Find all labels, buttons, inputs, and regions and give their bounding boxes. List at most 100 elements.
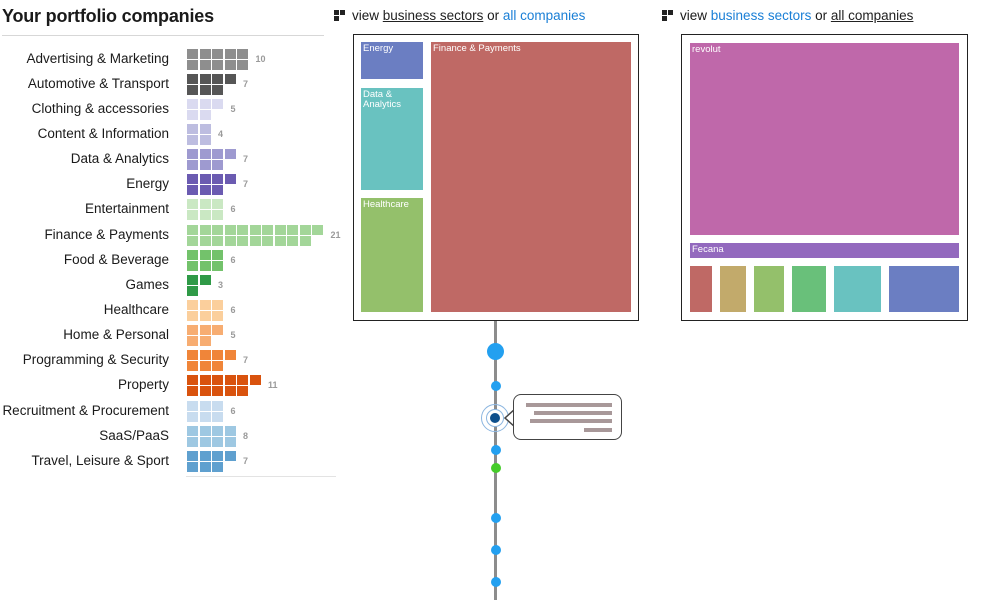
company-square[interactable] [187, 361, 198, 371]
company-square[interactable] [212, 174, 223, 184]
company-square[interactable] [262, 225, 273, 235]
company-square[interactable] [187, 286, 198, 296]
timeline-dot[interactable] [491, 445, 501, 455]
company-square[interactable] [199, 261, 211, 271]
company-square[interactable] [187, 311, 198, 321]
company-square[interactable] [224, 174, 236, 184]
company-square[interactable] [187, 236, 198, 246]
tile-company-5[interactable] [754, 266, 784, 312]
company-square[interactable] [224, 225, 236, 235]
company-square[interactable] [299, 225, 311, 235]
company-square[interactable] [187, 375, 198, 385]
company-square[interactable] [187, 60, 198, 70]
company-square[interactable] [187, 85, 198, 95]
company-square[interactable] [274, 236, 286, 246]
company-square[interactable] [287, 225, 298, 235]
company-square[interactable] [212, 85, 223, 95]
company-square[interactable] [287, 236, 298, 246]
company-square[interactable] [237, 60, 248, 70]
company-square[interactable] [224, 350, 236, 360]
timeline-dot[interactable] [491, 381, 501, 391]
company-square[interactable] [212, 49, 223, 59]
company-square[interactable] [187, 451, 198, 461]
company-square[interactable] [199, 110, 211, 120]
tile-fecana[interactable]: Fecana [690, 243, 959, 258]
company-square[interactable] [237, 236, 248, 246]
company-square[interactable] [224, 375, 236, 385]
company-square[interactable] [187, 199, 198, 209]
company-square[interactable] [212, 311, 223, 321]
company-square[interactable] [187, 149, 198, 159]
company-square[interactable] [187, 300, 198, 310]
company-square[interactable] [212, 451, 223, 461]
company-square[interactable] [187, 426, 198, 436]
company-square[interactable] [199, 361, 211, 371]
company-square[interactable] [224, 451, 236, 461]
tile-company-3[interactable] [690, 266, 712, 312]
company-square[interactable] [187, 275, 198, 285]
company-square[interactable] [187, 462, 198, 472]
all-companies-link[interactable]: all companies [502, 8, 586, 23]
company-square[interactable] [199, 375, 211, 385]
company-square[interactable] [212, 361, 223, 371]
company-square[interactable] [199, 60, 211, 70]
company-square[interactable] [187, 124, 198, 134]
company-square[interactable] [199, 225, 211, 235]
company-square[interactable] [212, 250, 223, 260]
company-square[interactable] [212, 74, 223, 84]
company-square[interactable] [199, 149, 211, 159]
company-square[interactable] [212, 386, 223, 396]
company-square[interactable] [187, 135, 198, 145]
company-square[interactable] [187, 185, 198, 195]
company-square[interactable] [237, 375, 248, 385]
company-square[interactable] [187, 174, 198, 184]
company-square[interactable] [199, 160, 211, 170]
timeline-dot[interactable] [491, 545, 501, 555]
company-square[interactable] [212, 60, 223, 70]
company-square[interactable] [199, 386, 211, 396]
tile-finance-payments[interactable]: Finance & Payments [431, 42, 631, 312]
company-square[interactable] [199, 350, 211, 360]
all-companies-link[interactable]: all companies [830, 8, 914, 23]
company-square[interactable] [187, 210, 198, 220]
company-square[interactable] [187, 350, 198, 360]
company-square[interactable] [212, 185, 223, 195]
company-square[interactable] [199, 199, 211, 209]
company-square[interactable] [212, 401, 223, 411]
timeline-dot-highlight[interactable] [491, 463, 501, 473]
company-square[interactable] [199, 311, 211, 321]
tile-company-8[interactable] [889, 266, 959, 312]
company-square[interactable] [224, 49, 236, 59]
company-square[interactable] [199, 135, 211, 145]
company-square[interactable] [274, 225, 286, 235]
company-square[interactable] [199, 401, 211, 411]
company-square[interactable] [187, 99, 198, 109]
company-square[interactable] [187, 412, 198, 422]
company-square[interactable] [212, 160, 223, 170]
company-square[interactable] [187, 386, 198, 396]
company-square[interactable] [224, 386, 236, 396]
timeline-dot[interactable] [491, 577, 501, 587]
company-square[interactable] [212, 350, 223, 360]
company-square[interactable] [212, 225, 223, 235]
company-square[interactable] [237, 49, 248, 59]
company-square[interactable] [224, 60, 236, 70]
company-square[interactable] [224, 437, 236, 447]
company-square[interactable] [212, 236, 223, 246]
company-square[interactable] [212, 462, 223, 472]
company-square[interactable] [187, 49, 198, 59]
company-square[interactable] [212, 300, 223, 310]
company-square[interactable] [199, 426, 211, 436]
company-square[interactable] [199, 236, 211, 246]
company-square[interactable] [187, 160, 198, 170]
business-sectors-link[interactable]: business sectors [382, 8, 484, 23]
company-square[interactable] [199, 300, 211, 310]
company-square[interactable] [199, 49, 211, 59]
company-square[interactable] [199, 250, 211, 260]
company-square[interactable] [187, 325, 198, 335]
company-square[interactable] [212, 149, 223, 159]
company-square[interactable] [237, 225, 248, 235]
company-square[interactable] [199, 174, 211, 184]
company-square[interactable] [212, 412, 223, 422]
company-square[interactable] [199, 185, 211, 195]
